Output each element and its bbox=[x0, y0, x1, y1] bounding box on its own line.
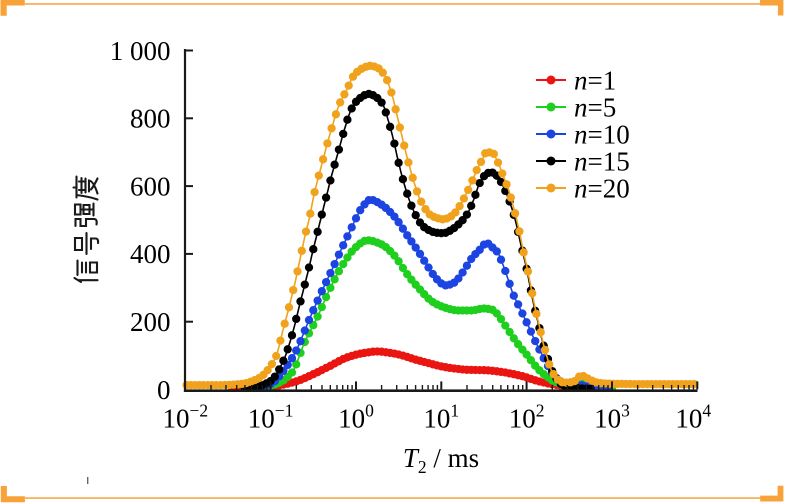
svg-text:n=5: n=5 bbox=[574, 92, 616, 122]
svg-text:n=20: n=20 bbox=[574, 173, 630, 203]
svg-text:T2 / ms: T2 / ms bbox=[403, 443, 479, 477]
svg-text:400: 400 bbox=[130, 239, 171, 269]
svg-text:0: 0 bbox=[157, 375, 171, 405]
svg-text:200: 200 bbox=[130, 307, 171, 337]
svg-text:1 000: 1 000 bbox=[110, 36, 171, 66]
svg-text:n=15: n=15 bbox=[574, 146, 630, 176]
svg-text:800: 800 bbox=[130, 104, 171, 134]
svg-text:10−1: 10−1 bbox=[248, 401, 294, 434]
svg-text:600: 600 bbox=[130, 171, 171, 201]
svg-text:n=10: n=10 bbox=[574, 119, 630, 149]
svg-text:n=1: n=1 bbox=[574, 65, 616, 95]
